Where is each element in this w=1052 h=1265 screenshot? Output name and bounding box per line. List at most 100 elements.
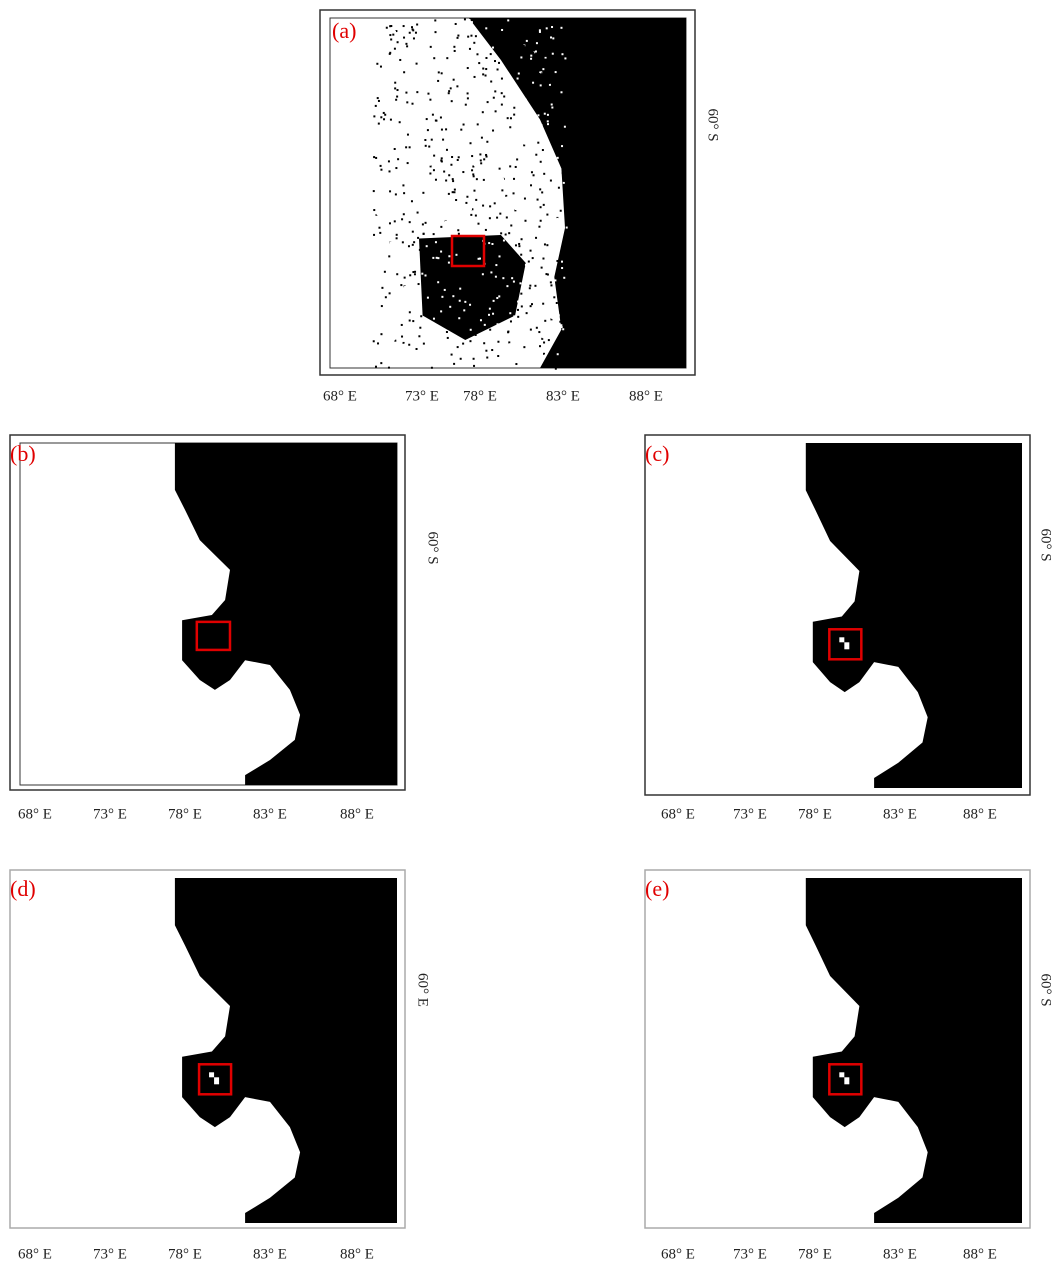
speckle bbox=[458, 63, 460, 65]
speckle bbox=[568, 31, 570, 33]
speckle bbox=[537, 257, 539, 259]
speckle bbox=[499, 116, 501, 118]
speckle bbox=[479, 88, 481, 90]
speckle bbox=[446, 135, 448, 137]
speckle bbox=[473, 42, 475, 44]
speckle bbox=[440, 251, 442, 253]
speckle bbox=[438, 71, 440, 73]
speckle bbox=[489, 205, 491, 207]
speckle bbox=[385, 296, 387, 298]
speckle bbox=[565, 135, 567, 137]
speckle bbox=[520, 254, 522, 256]
speckle bbox=[442, 270, 444, 272]
speckle bbox=[482, 111, 484, 113]
speckle bbox=[458, 285, 460, 287]
speckle bbox=[533, 150, 535, 152]
speckle bbox=[383, 224, 385, 226]
speckle bbox=[401, 218, 403, 220]
speckle bbox=[429, 164, 431, 166]
speckle bbox=[408, 344, 410, 346]
speckle bbox=[382, 308, 384, 310]
panel-label: (c) bbox=[645, 441, 669, 466]
speckle bbox=[521, 305, 523, 307]
speckle bbox=[388, 367, 390, 369]
speckle bbox=[556, 218, 558, 220]
speckle bbox=[556, 260, 558, 262]
speckle bbox=[521, 238, 523, 240]
speckle bbox=[513, 192, 515, 194]
speckle bbox=[381, 51, 383, 53]
speckle bbox=[505, 234, 507, 236]
speckle bbox=[409, 320, 411, 322]
speckle bbox=[470, 142, 472, 144]
speckle bbox=[514, 339, 516, 341]
speckle bbox=[550, 281, 552, 283]
speckle bbox=[390, 119, 392, 121]
speckle bbox=[409, 357, 411, 359]
speckle bbox=[396, 237, 398, 239]
speckle bbox=[494, 271, 496, 273]
speckle bbox=[498, 307, 500, 309]
speckle bbox=[501, 78, 503, 80]
x-tick-label: 68° E bbox=[18, 806, 52, 822]
speckle bbox=[469, 304, 471, 306]
speckle bbox=[548, 82, 550, 84]
speckle bbox=[532, 197, 534, 199]
speckle bbox=[515, 298, 517, 300]
speckle bbox=[458, 188, 460, 190]
speckle bbox=[478, 161, 480, 163]
speckle bbox=[565, 89, 567, 91]
speckle bbox=[544, 243, 546, 245]
speckle bbox=[451, 26, 453, 28]
speckle bbox=[403, 344, 405, 346]
speckle bbox=[453, 191, 455, 193]
speckle bbox=[496, 294, 498, 296]
speckle bbox=[526, 40, 528, 42]
map-panel: (c)68° E73° E78° E83° E88° E60° S bbox=[645, 435, 1052, 822]
speckle bbox=[377, 214, 379, 216]
speckle bbox=[563, 277, 565, 279]
speckle bbox=[548, 307, 550, 309]
speckle bbox=[392, 34, 394, 36]
speckle bbox=[495, 282, 497, 284]
speckle bbox=[413, 37, 415, 39]
speckle bbox=[515, 166, 517, 168]
speckle bbox=[470, 217, 472, 219]
speckle bbox=[397, 158, 399, 160]
speckle bbox=[435, 46, 437, 48]
speckle bbox=[419, 327, 421, 329]
speckle bbox=[433, 169, 435, 171]
speckle bbox=[546, 314, 548, 316]
speckle bbox=[388, 160, 390, 162]
speckle bbox=[418, 195, 420, 197]
speckle bbox=[430, 250, 432, 252]
speckle bbox=[437, 155, 439, 157]
speckle bbox=[529, 285, 531, 287]
speckle bbox=[380, 165, 382, 167]
speckle bbox=[436, 257, 438, 259]
speckle bbox=[561, 326, 563, 328]
speckle bbox=[549, 84, 551, 86]
speckle bbox=[549, 206, 551, 208]
speckle bbox=[477, 290, 479, 292]
speckle bbox=[503, 41, 505, 43]
speckle bbox=[501, 308, 503, 310]
speckle bbox=[473, 358, 475, 360]
speckle bbox=[422, 192, 424, 194]
speckle bbox=[555, 368, 557, 370]
speckle bbox=[443, 171, 445, 173]
speckle bbox=[455, 254, 457, 256]
figure: (a)68° E73° E78° E83° E88° E60° S(b)68° … bbox=[0, 0, 1052, 1265]
speckle bbox=[462, 343, 464, 345]
speckle bbox=[405, 43, 407, 45]
speckle bbox=[513, 315, 515, 317]
speckle bbox=[551, 26, 553, 28]
speckle bbox=[389, 190, 391, 192]
speckle bbox=[551, 177, 553, 179]
speckle bbox=[558, 314, 560, 316]
speckle bbox=[408, 245, 410, 247]
speckle bbox=[390, 56, 392, 58]
speckle bbox=[451, 156, 453, 158]
speckle bbox=[558, 187, 560, 189]
speckle bbox=[532, 257, 534, 259]
